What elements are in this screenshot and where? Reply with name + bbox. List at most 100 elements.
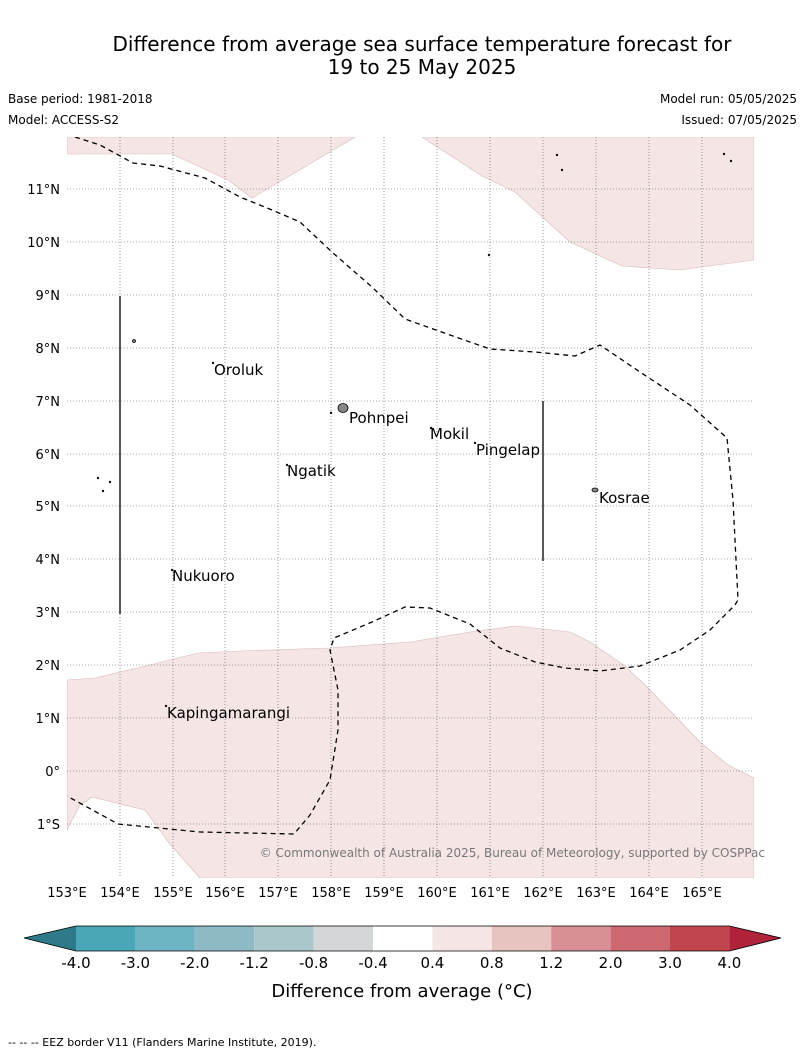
island-dot bbox=[101, 489, 105, 493]
ngatik-island bbox=[285, 463, 289, 467]
issued-date: Issued: 07/05/2025 bbox=[681, 113, 797, 127]
colorbar-tick: 2.0 bbox=[599, 954, 623, 972]
kosrae-island bbox=[591, 487, 599, 493]
lon-label: 160°E bbox=[417, 886, 457, 901]
lat-label: 4°N bbox=[36, 553, 61, 568]
lat-label: 11°N bbox=[27, 183, 60, 198]
lon-label: 159°E bbox=[364, 886, 404, 901]
colorbar-segment bbox=[313, 926, 373, 951]
nukuoro-island bbox=[170, 568, 174, 572]
kapingamarangi-island bbox=[164, 704, 168, 708]
base-period: Base period: 1981-2018 bbox=[8, 92, 153, 106]
copyright-notice: © Commonwealth of Australia 2025, Bureau… bbox=[260, 846, 765, 860]
lon-label: 157°E bbox=[258, 886, 298, 901]
colorbar-tick: -3.0 bbox=[121, 954, 150, 972]
map-title-line2: 19 to 25 May 2025 bbox=[327, 55, 517, 79]
anomaly-region-north-west bbox=[67, 137, 356, 199]
colorbar-segment bbox=[432, 926, 492, 951]
colorbar-tick: -0.4 bbox=[358, 954, 387, 972]
colorbar-tick: 1.2 bbox=[539, 954, 563, 972]
lat-label: 8°N bbox=[36, 342, 61, 357]
colorbar-segment bbox=[254, 926, 314, 951]
island-dot bbox=[555, 153, 559, 157]
place-label-kapingamarangi: Kapingamarangi bbox=[167, 704, 290, 722]
colorbar-segment bbox=[491, 926, 552, 951]
colorbar-tick: 0.4 bbox=[420, 954, 444, 972]
colorbar-tick: 0.8 bbox=[480, 954, 504, 972]
colorbar-ticks: -4.0 -3.0 -2.0 -1.2 -0.8 -0.4 0.4 0.8 1.… bbox=[61, 954, 741, 972]
lat-label: 7°N bbox=[36, 395, 61, 410]
island-dot bbox=[729, 159, 733, 163]
latitude-labels: 11°N 10°N 9°N 8°N 7°N 6°N 5°N 4°N 3°N 2°… bbox=[27, 183, 60, 833]
colorbar-outline bbox=[23, 925, 782, 952]
place-label-nukuoro: Nukuoro bbox=[172, 567, 235, 585]
island-dot bbox=[560, 168, 564, 172]
island-dot bbox=[96, 476, 100, 480]
island-dot bbox=[108, 480, 112, 484]
colorbar-tick: 3.0 bbox=[658, 954, 682, 972]
longitude-labels: 153°E 154°E 155°E 156°E 157°E 158°E 159°… bbox=[47, 886, 722, 901]
lat-label: 5°N bbox=[36, 500, 61, 515]
lat-label: 9°N bbox=[36, 289, 61, 304]
anomaly-region-north-east bbox=[421, 137, 754, 271]
model-run: Model run: 05/05/2025 bbox=[659, 92, 797, 106]
oroluk-island bbox=[211, 361, 215, 365]
lon-label: 154°E bbox=[100, 886, 140, 901]
model-name: Model: ACCESS-S2 bbox=[8, 113, 120, 127]
lat-label: 10°N bbox=[27, 236, 60, 251]
colorbar-tick: 4.0 bbox=[717, 954, 741, 972]
lat-label: 1°S bbox=[37, 818, 60, 833]
place-label-kosrae: Kosrae bbox=[599, 489, 650, 507]
lat-label: 3°N bbox=[36, 606, 61, 621]
colorbar-segment bbox=[135, 926, 195, 951]
mokil-island bbox=[429, 426, 433, 430]
pohnpei-island bbox=[337, 403, 349, 413]
eez-legend-note: -- -- -- EEZ border V11 (Flanders Marine… bbox=[8, 1036, 317, 1049]
lon-label: 156°E bbox=[205, 886, 245, 901]
map-panel: Oroluk Pohnpei Mokil Pingelap Ngatik Kos… bbox=[67, 137, 765, 878]
colorbar-extend-high bbox=[729, 926, 781, 951]
colorbar-segment bbox=[194, 926, 255, 951]
colorbar-tick: -1.2 bbox=[240, 954, 269, 972]
place-labels: Oroluk Pohnpei Mokil Pingelap Ngatik Kos… bbox=[167, 361, 650, 722]
island-dot bbox=[722, 152, 726, 156]
lon-label: 161°E bbox=[470, 886, 510, 901]
colorbar-segment bbox=[551, 926, 611, 951]
lon-label: 153°E bbox=[47, 886, 87, 901]
lon-label: 163°E bbox=[576, 886, 616, 901]
graticule bbox=[67, 137, 754, 878]
pingelap-island bbox=[473, 441, 477, 445]
place-label-oroluk: Oroluk bbox=[214, 361, 263, 379]
lat-label: 0° bbox=[45, 765, 60, 780]
lon-label: 158°E bbox=[311, 886, 351, 901]
colorbar-tick: -4.0 bbox=[61, 954, 90, 972]
anomaly-region-south bbox=[67, 625, 754, 878]
place-label-pingelap: Pingelap bbox=[476, 441, 540, 459]
colorbar: -4.0 -3.0 -2.0 -1.2 -0.8 -0.4 0.4 0.8 1.… bbox=[23, 925, 782, 1002]
lat-label: 1°N bbox=[36, 712, 61, 727]
colorbar-tick: -2.0 bbox=[180, 954, 209, 972]
eez-borders bbox=[67, 137, 739, 835]
place-label-pohnpei: Pohnpei bbox=[349, 409, 409, 427]
lat-label: 6°N bbox=[36, 448, 61, 463]
island-dot bbox=[329, 411, 333, 415]
anomaly-shading bbox=[67, 137, 754, 878]
colorbar-segment bbox=[76, 926, 136, 951]
lat-label: 2°N bbox=[36, 659, 61, 674]
colorbar-label: Difference from average (°C) bbox=[271, 981, 532, 1002]
lon-label: 162°E bbox=[523, 886, 563, 901]
colorbar-segment bbox=[610, 926, 670, 951]
lon-label: 165°E bbox=[682, 886, 722, 901]
colorbar-segment bbox=[670, 926, 730, 951]
lon-label: 155°E bbox=[153, 886, 193, 901]
colorbar-extend-low bbox=[24, 926, 76, 951]
place-label-ngatik: Ngatik bbox=[287, 462, 336, 480]
map-title-line1: Difference from average sea surface temp… bbox=[112, 32, 732, 56]
islands bbox=[96, 152, 733, 708]
island-dot bbox=[487, 253, 491, 257]
colorbar-segment bbox=[373, 926, 433, 951]
colorbar-tick: -0.8 bbox=[299, 954, 328, 972]
island-dot bbox=[132, 339, 136, 343]
place-label-mokil: Mokil bbox=[430, 425, 469, 443]
